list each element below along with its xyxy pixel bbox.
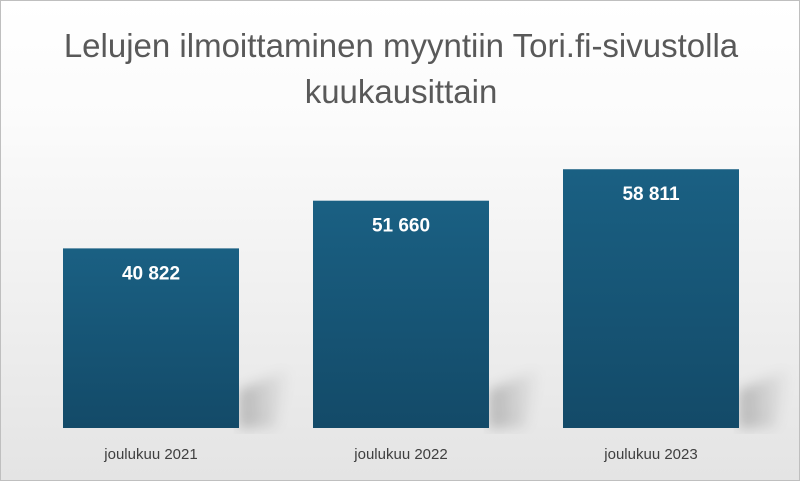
bar-shadow [239,368,291,428]
bar-2 [313,200,489,428]
bar-3 [563,169,739,428]
x-tick-label-1: joulukuu 2021 [103,446,197,463]
data-label-1: 40 822 [122,263,180,284]
x-tick-label-3: joulukuu 2023 [603,446,697,463]
bar-1 [63,248,239,428]
data-label-2: 51 660 [372,216,430,237]
x-tick-label-2: joulukuu 2022 [353,446,447,463]
chart-title: Lelujen ilmoittaminen myyntiin Tori.fi-s… [63,27,739,110]
bar-shadow [489,368,541,428]
data-label-3: 58 811 [622,184,679,205]
bar-shadow [739,368,791,428]
